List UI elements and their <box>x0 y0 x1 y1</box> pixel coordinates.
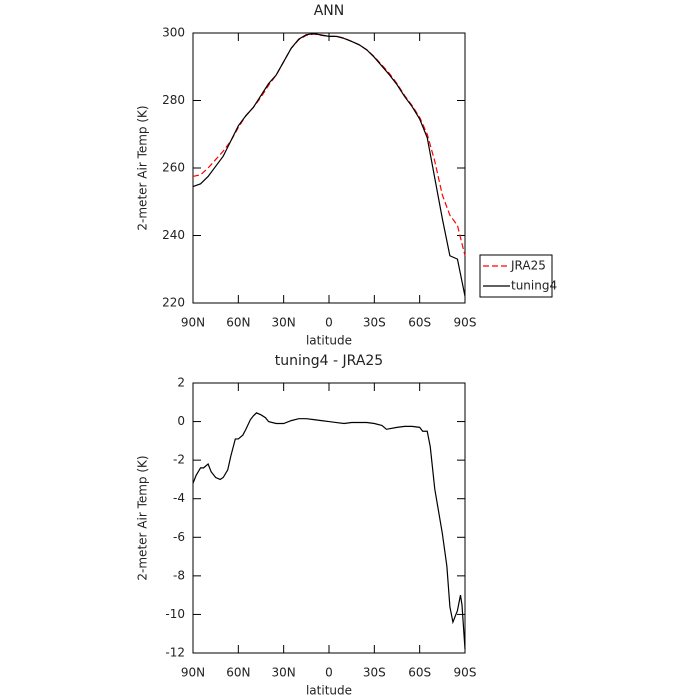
chart-title: tuning4 - JRA25 <box>275 353 383 369</box>
x-tick-label: 90N <box>181 666 205 680</box>
x-tick-label: 60S <box>408 666 431 680</box>
y-tick-label: -6 <box>173 530 185 544</box>
x-tick-label: 90N <box>181 316 205 330</box>
x-axis-label: latitude <box>306 684 352 698</box>
y-tick-label: -10 <box>165 607 185 621</box>
y-tick-label: 0 <box>177 414 185 428</box>
y-tick-label: -12 <box>165 646 185 660</box>
y-tick-label: 220 <box>162 296 185 310</box>
x-tick-label: 90S <box>454 316 477 330</box>
x-tick-label: 60S <box>408 316 431 330</box>
chart-title: ANN <box>314 3 345 19</box>
y-tick-label: -2 <box>173 453 185 467</box>
data-line <box>192 33 466 297</box>
legend-label: JRA25 <box>510 259 546 273</box>
x-tick-label: 30S <box>363 666 386 680</box>
legend-box <box>479 254 553 298</box>
data-line <box>192 412 466 650</box>
x-tick-label: 30N <box>272 666 296 680</box>
y-tick-label: 2 <box>177 376 185 390</box>
y-tick-label: -8 <box>173 568 185 582</box>
plot-frame <box>192 32 466 304</box>
x-tick-label: 60N <box>226 316 250 330</box>
y-tick-label: 280 <box>162 93 185 107</box>
y-tick-label: 240 <box>162 228 185 242</box>
y-axis-label: 2-meter Air Temp (K) <box>136 105 150 230</box>
x-tick-label: 0 <box>325 666 333 680</box>
data-line <box>192 33 466 256</box>
y-axis-label: 2-meter Air Temp (K) <box>136 455 150 580</box>
y-tick-label: -4 <box>173 491 185 505</box>
y-tick-label: 260 <box>162 161 185 175</box>
x-tick-label: 0 <box>325 316 333 330</box>
legend-label: tuning4 <box>511 279 557 293</box>
x-axis-label: latitude <box>306 334 352 348</box>
x-tick-label: 30S <box>363 316 386 330</box>
x-tick-label: 90S <box>454 666 477 680</box>
x-tick-label: 60N <box>226 666 250 680</box>
y-tick-label: 300 <box>162 26 185 40</box>
plot-frame <box>192 382 466 654</box>
x-tick-label: 30N <box>272 316 296 330</box>
